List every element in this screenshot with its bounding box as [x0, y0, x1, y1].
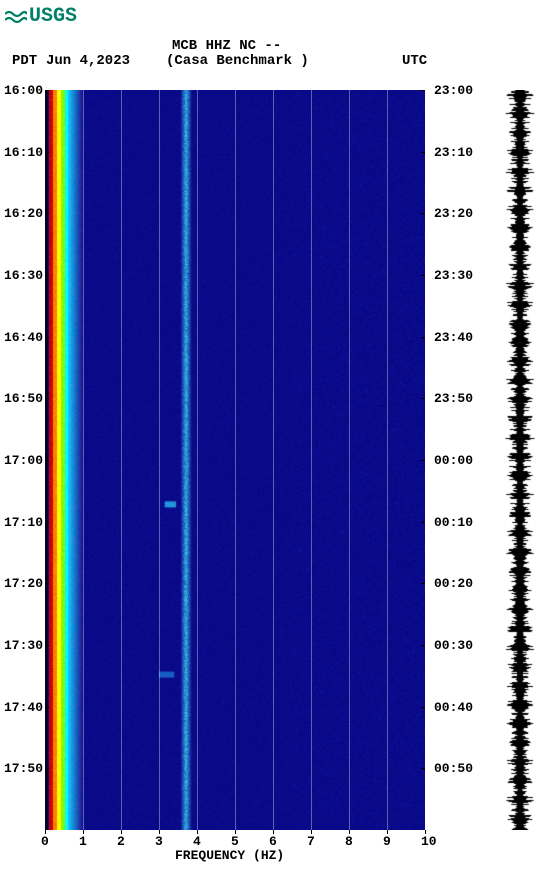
pdt-time-tick: 16:40: [4, 330, 165, 345]
freq-tick: 10: [421, 834, 437, 849]
date-label: Jun 4,2023: [46, 53, 130, 69]
freq-tick: 4: [193, 834, 201, 849]
pdt-time-tick: 16:20: [4, 206, 165, 221]
wave-icon: [5, 8, 27, 26]
utc-time-tick: 23:00: [434, 83, 473, 98]
utc-time-tick: 23:20: [434, 206, 473, 221]
utc-time-tick: 00:10: [434, 515, 473, 530]
gridline: [387, 90, 388, 830]
pdt-time-tick: 17:40: [4, 700, 165, 715]
pdt-time-tick: 17:50: [4, 761, 165, 776]
gridline: [197, 90, 198, 830]
utc-time-tick: 23:50: [434, 391, 473, 406]
usgs-logo: USGS: [5, 5, 77, 28]
freq-tick: 1: [79, 834, 87, 849]
utc-time-tick: 23:30: [434, 268, 473, 283]
logo-text: USGS: [29, 5, 77, 28]
station-title: MCB HHZ NC --: [172, 38, 281, 54]
waveform-strip: [500, 90, 540, 830]
freq-tick: 9: [383, 834, 391, 849]
tz-right-label: UTC: [402, 53, 427, 69]
freq-tick: 3: [155, 834, 163, 849]
freq-tick: 6: [269, 834, 277, 849]
utc-time-tick: 23:40: [434, 330, 473, 345]
x-axis-label: FREQUENCY (HZ): [175, 848, 284, 863]
utc-time-tick: 00:40: [434, 700, 473, 715]
freq-tick: 2: [117, 834, 125, 849]
gridline: [273, 90, 274, 830]
pdt-time-tick: 17:10: [4, 515, 165, 530]
tz-left-label: PDT: [12, 53, 37, 69]
freq-tick: 7: [307, 834, 315, 849]
freq-tick: 5: [231, 834, 239, 849]
pdt-time-tick: 16:30: [4, 268, 165, 283]
utc-time-tick: 00:00: [434, 453, 473, 468]
utc-time-tick: 23:10: [434, 145, 473, 160]
gridline: [235, 90, 236, 830]
pdt-time-tick: 16:50: [4, 391, 165, 406]
utc-time-tick: 00:20: [434, 576, 473, 591]
gridline: [311, 90, 312, 830]
freq-tick: 0: [41, 834, 49, 849]
freq-tick: 8: [345, 834, 353, 849]
pdt-time-tick: 17:00: [4, 453, 165, 468]
gridline: [349, 90, 350, 830]
pdt-time-tick: 16:10: [4, 145, 165, 160]
pdt-time-tick: 16:00: [4, 83, 165, 98]
location-title: (Casa Benchmark ): [166, 53, 309, 69]
pdt-time-tick: 17:30: [4, 638, 165, 653]
utc-time-tick: 00:30: [434, 638, 473, 653]
pdt-time-tick: 17:20: [4, 576, 165, 591]
utc-time-tick: 00:50: [434, 761, 473, 776]
